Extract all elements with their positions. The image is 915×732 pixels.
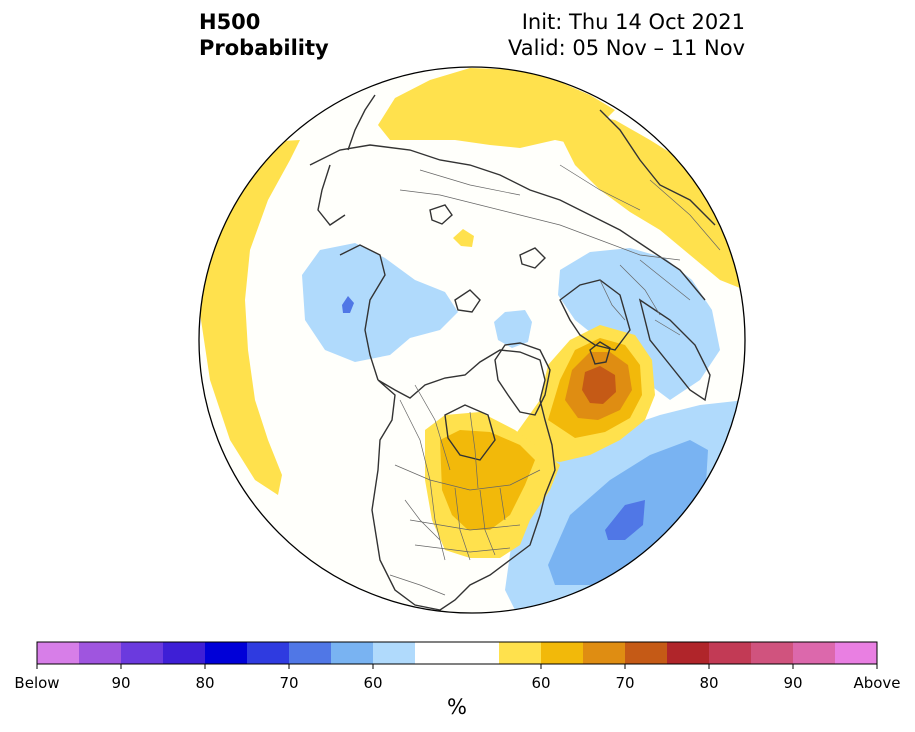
colorbar-tick-label: 60	[363, 674, 383, 692]
colorbar	[36, 641, 878, 669]
colorbar-swatch	[751, 642, 794, 664]
arctic-island-3	[429, 204, 453, 225]
init-date: Init: Thu 14 Oct 2021	[521, 10, 745, 34]
north-america-coastline	[371, 349, 556, 611]
japan-coastline	[347, 94, 376, 151]
colorbar-swatch	[79, 642, 122, 664]
greenland-below-region	[494, 310, 532, 348]
alaska-coastline	[339, 244, 386, 381]
colorbar-swatch	[835, 642, 878, 664]
colorbar-swatch	[163, 642, 206, 664]
us-state-borders	[404, 479, 521, 561]
political-borders	[389, 164, 721, 596]
arctic-above-region	[378, 68, 615, 148]
atlantic-below-70-region	[605, 500, 645, 540]
greenland-coastline	[494, 342, 551, 416]
colorbar-swatch	[625, 642, 668, 664]
hudson-bay-coastline	[444, 404, 496, 461]
colorbar-swatch	[247, 642, 290, 664]
colorbar-swatch	[793, 642, 836, 664]
europe-coastline	[559, 279, 631, 351]
siberia-below-region	[302, 243, 458, 362]
colorbar-swatch	[331, 642, 374, 664]
map-disc	[198, 66, 746, 614]
colorbar-swatch	[289, 642, 332, 664]
date-info: Init: Thu 14 Oct 2021 Valid: 05 Nov – 11…	[508, 9, 745, 61]
canada-province-borders	[399, 384, 479, 489]
europe-borders	[599, 259, 691, 336]
colorbar-tick-label: 70	[615, 674, 635, 692]
us-canada-border	[394, 464, 541, 491]
colorbar-swatch	[121, 642, 164, 664]
colorbar-tick-label: 90	[783, 674, 803, 692]
asia-above-region	[560, 115, 745, 290]
product-label: Probability	[199, 36, 329, 60]
colorbar-tick-label: 80	[699, 674, 719, 692]
mexico-border	[389, 574, 446, 596]
valid-dates: Valid: 05 Nov – 11 Nov	[508, 36, 745, 60]
colorbar-frame	[36, 641, 878, 665]
colorbar-swatch	[583, 642, 626, 664]
east-asia-coastline	[599, 109, 716, 226]
colorbar-swatch	[373, 642, 416, 664]
arctic-small-above-patch	[453, 229, 474, 247]
coastlines	[309, 94, 716, 611]
kamchatka-coastline	[317, 164, 346, 226]
colorbar-tick-label: Above	[853, 674, 901, 692]
chart-title: H500 Probability	[199, 9, 329, 61]
arctic-island-2	[519, 247, 546, 269]
mediterranean-coastline	[638, 298, 711, 402]
field-label: H500	[199, 10, 261, 34]
colorbar-tick-label: 70	[279, 674, 299, 692]
europe-below-region	[558, 248, 720, 400]
colorbar-unit-label: %	[447, 695, 467, 719]
ne-atlantic-above-70-region	[582, 366, 616, 404]
british-isles-coastline	[589, 341, 611, 365]
colorbar-swatch	[37, 642, 80, 664]
colorbar-swatch	[709, 642, 752, 664]
siberia-below-70-region	[342, 296, 354, 313]
colorbar-swatch	[499, 642, 542, 664]
colorbar-tick-label: 80	[195, 674, 215, 692]
map-boundary	[198, 66, 746, 614]
colorbar-swatch	[415, 642, 458, 664]
asia-borders	[399, 164, 721, 261]
siberia-coastline	[309, 144, 706, 301]
na-above-60-region	[440, 430, 535, 530]
colorbar-tick-label: 90	[111, 674, 131, 692]
colorbar-swatch	[541, 642, 584, 664]
colorbar-swatch	[667, 642, 710, 664]
arctic-island-1	[454, 289, 481, 313]
colorbar-swatch	[205, 642, 248, 664]
colorbar-tick-label: Below	[14, 674, 60, 692]
colorbar-swatch	[457, 642, 500, 664]
colorbar-tick-label: 60	[531, 674, 551, 692]
